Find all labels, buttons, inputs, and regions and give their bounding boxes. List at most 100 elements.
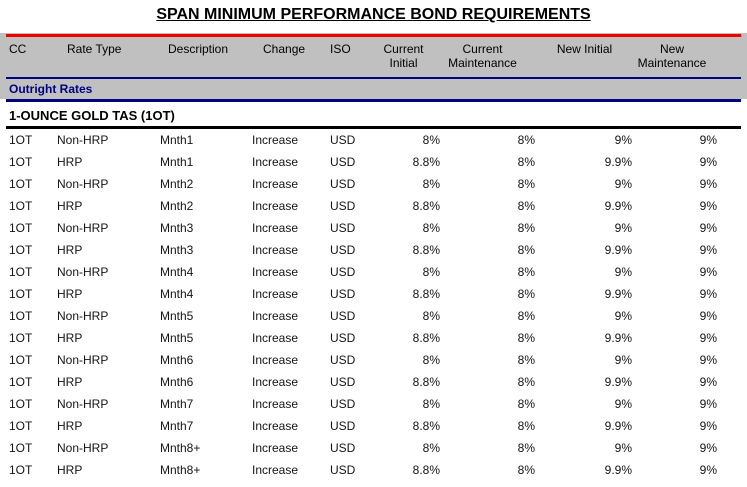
- cell-rate-type: Non-HRP: [57, 133, 109, 147]
- table-row: 1OT Non-HRP Mnth8+ Increase USD 8% 8% 9% 9%: [0, 437, 747, 459]
- cell-new-maintenance: 9%: [699, 155, 717, 169]
- cell-cc: 1OT: [9, 463, 33, 477]
- cell-rate-type: HRP: [57, 331, 83, 345]
- cell-description: Mnth1: [160, 155, 194, 169]
- cell-cc: 1OT: [9, 287, 33, 301]
- table-header-band: CC Rate Type Description Change ISO Curr…: [0, 33, 747, 99]
- cell-new-initial: 9.9%: [604, 331, 632, 345]
- cell-current-initial: 8%: [422, 309, 440, 323]
- red-rule: [6, 34, 741, 37]
- cell-new-maintenance: 9%: [699, 463, 717, 477]
- cell-current-initial: 8.8%: [412, 199, 440, 213]
- cell-rate-type: Non-HRP: [57, 177, 109, 191]
- column-header-row: CC Rate Type Description Change ISO Curr…: [0, 37, 747, 70]
- cell-new-initial: 9.9%: [604, 199, 632, 213]
- cell-new-maintenance: 9%: [699, 221, 717, 235]
- cell-iso: USD: [330, 199, 356, 213]
- cell-new-initial: 9.9%: [604, 243, 632, 257]
- cell-change: Increase: [252, 287, 299, 301]
- table-body: 1OT Non-HRP Mnth1 Increase USD 8% 8% 9% 9% 1OT HRP…: [0, 129, 747, 481]
- cell-iso: USD: [330, 133, 356, 147]
- table-row: 1OT Non-HRP Mnth4 Increase USD 8% 8% 9% 9%: [0, 261, 747, 283]
- cell-cc: 1OT: [9, 419, 33, 433]
- cell-current-initial: 8%: [422, 397, 440, 411]
- group-header: Outright Rates: [9, 82, 93, 96]
- cell-new-initial: 9%: [614, 441, 632, 455]
- cell-iso: USD: [330, 419, 356, 433]
- black-rule: [6, 126, 741, 129]
- cell-new-initial: 9%: [614, 265, 632, 279]
- cell-description: Mnth3: [160, 221, 194, 235]
- table-row: 1OT Non-HRP Mnth2 Increase USD 8% 8% 9% 9%: [0, 173, 747, 195]
- table-row: 1OT Non-HRP Mnth6 Increase USD 8% 8% 9% 9%: [0, 349, 747, 371]
- cell-new-initial: 9.9%: [604, 375, 632, 389]
- cell-change: Increase: [252, 397, 299, 411]
- cell-description: Mnth8+: [160, 463, 201, 477]
- cell-change: Increase: [252, 441, 299, 455]
- column-header-current-maintenance: Current Maintenance: [448, 42, 517, 70]
- cell-current-maintenance: 8%: [517, 287, 535, 301]
- cell-current-initial: 8.8%: [412, 243, 440, 257]
- table-row: 1OT HRP Mnth4 Increase USD 8.8% 8% 9.9% 9%: [0, 283, 747, 305]
- cell-current-initial: 8.8%: [412, 463, 440, 477]
- cell-description: Mnth2: [160, 199, 194, 213]
- cell-current-maintenance: 8%: [517, 199, 535, 213]
- cell-iso: USD: [330, 353, 356, 367]
- cell-current-initial: 8.8%: [412, 155, 440, 169]
- column-header-new-maintenance: New Maintenance: [637, 42, 707, 70]
- cell-current-maintenance: 8%: [517, 441, 535, 455]
- cell-new-maintenance: 9%: [699, 419, 717, 433]
- cell-cc: 1OT: [9, 441, 33, 455]
- table-row: 1OT HRP Mnth3 Increase USD 8.8% 8% 9.9% 9%: [0, 239, 747, 261]
- cell-current-maintenance: 8%: [517, 419, 535, 433]
- cell-new-initial: 9%: [614, 133, 632, 147]
- cell-description: Mnth5: [160, 331, 194, 345]
- cell-new-initial: 9%: [614, 397, 632, 411]
- cell-new-maintenance: 9%: [699, 375, 717, 389]
- table-row: 1OT Non-HRP Mnth3 Increase USD 8% 8% 9% 9%: [0, 217, 747, 239]
- cell-iso: USD: [330, 309, 356, 323]
- cell-rate-type: HRP: [57, 243, 83, 257]
- navy-rule-top: [6, 77, 741, 79]
- report-title: SPAN MINIMUM PERFORMANCE BOND REQUIREMEN…: [156, 6, 591, 23]
- cell-change: Increase: [252, 243, 299, 257]
- cell-current-maintenance: 8%: [517, 463, 535, 477]
- cell-cc: 1OT: [9, 243, 33, 257]
- cell-current-maintenance: 8%: [517, 353, 535, 367]
- cell-current-initial: 8%: [422, 265, 440, 279]
- table-row: 1OT HRP Mnth1 Increase USD 8.8% 8% 9.9% 9%: [0, 151, 747, 173]
- cell-new-maintenance: 9%: [699, 265, 717, 279]
- cell-iso: USD: [330, 463, 356, 477]
- cell-current-initial: 8%: [422, 177, 440, 191]
- column-header-iso: ISO: [330, 42, 351, 56]
- column-header-new-initial: New Initial: [556, 42, 613, 56]
- cell-iso: USD: [330, 155, 356, 169]
- cell-description: Mnth4: [160, 287, 194, 301]
- cell-current-maintenance: 8%: [517, 221, 535, 235]
- cell-rate-type: Non-HRP: [57, 353, 109, 367]
- cell-change: Increase: [252, 265, 299, 279]
- cell-new-initial: 9%: [614, 177, 632, 191]
- cell-change: Increase: [252, 463, 299, 477]
- cell-new-maintenance: 9%: [699, 243, 717, 257]
- cell-cc: 1OT: [9, 265, 33, 279]
- cell-current-initial: 8.8%: [412, 419, 440, 433]
- cell-description: Mnth6: [160, 353, 194, 367]
- cell-rate-type: HRP: [57, 287, 83, 301]
- cell-description: Mnth4: [160, 265, 194, 279]
- table-row: 1OT HRP Mnth8+ Increase USD 8.8% 8% 9.9% 9%: [0, 459, 747, 481]
- cell-iso: USD: [330, 243, 356, 257]
- cell-new-initial: 9%: [614, 221, 632, 235]
- cell-new-initial: 9%: [614, 309, 632, 323]
- cell-new-maintenance: 9%: [699, 133, 717, 147]
- cell-new-initial: 9.9%: [604, 463, 632, 477]
- cell-rate-type: Non-HRP: [57, 221, 109, 235]
- cell-current-maintenance: 8%: [517, 375, 535, 389]
- cell-rate-type: Non-HRP: [57, 265, 109, 279]
- cell-iso: USD: [330, 221, 356, 235]
- cell-change: Increase: [252, 419, 299, 433]
- cell-current-initial: 8%: [422, 221, 440, 235]
- cell-new-initial: 9.9%: [604, 419, 632, 433]
- column-header-rate-type: Rate Type: [67, 42, 122, 56]
